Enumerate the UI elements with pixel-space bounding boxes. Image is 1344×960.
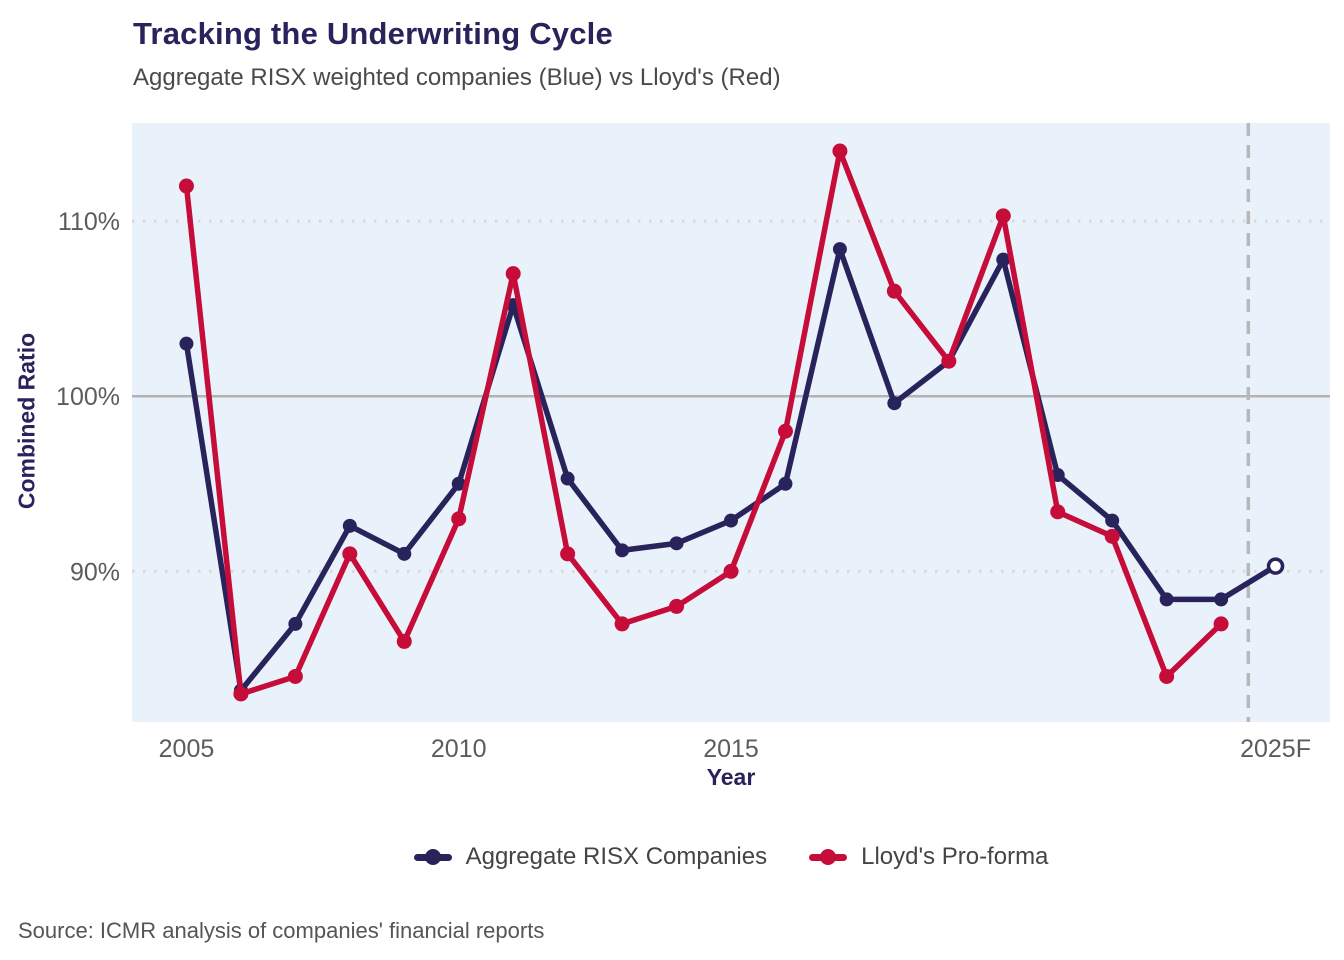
- chart-title: Tracking the Underwriting Cycle: [133, 16, 613, 51]
- data-point-risx: [832, 242, 847, 257]
- data-point-risx: [996, 252, 1011, 267]
- data-point-lloyds: [995, 208, 1011, 224]
- data-point-lloyds: [669, 598, 685, 614]
- legend-label-risx: Aggregate RISX Companies: [465, 843, 768, 870]
- data-point-lloyds: [1159, 668, 1175, 684]
- data-point-lloyds: [233, 686, 249, 702]
- data-point-lloyds: [941, 353, 957, 369]
- legend-item-risx[interactable]: Aggregate RISX Companies: [413, 843, 768, 871]
- data-point-risx: [451, 476, 466, 491]
- data-point-lloyds: [342, 546, 358, 562]
- x-tick-label: 2015: [703, 735, 759, 763]
- data-point-risx: [1105, 513, 1120, 528]
- x-tick-label: 2025F: [1240, 735, 1311, 763]
- data-point-lloyds: [777, 423, 793, 439]
- y-tick-label: 90%: [70, 558, 120, 586]
- source-note: Source: ICMR analysis of companies' fina…: [18, 918, 545, 943]
- data-point-risx: [724, 513, 738, 528]
- data-point-risx: [560, 471, 575, 486]
- lloyds-series-marker-icon: [809, 853, 848, 861]
- data-point-lloyds: [1104, 528, 1120, 544]
- x-axis-title: Year: [706, 764, 756, 790]
- forecast-data-point-open: [1266, 557, 1285, 575]
- data-point-lloyds: [396, 633, 412, 649]
- legend-label-lloyds: Lloyd's Pro-forma: [861, 843, 1049, 870]
- data-point-risx: [778, 476, 793, 491]
- data-point-risx: [669, 536, 684, 551]
- y-tick-label: 110%: [58, 208, 120, 236]
- data-point-lloyds: [178, 178, 194, 194]
- data-point-lloyds: [723, 563, 739, 579]
- data-point-risx: [1214, 592, 1229, 607]
- data-point-lloyds: [1213, 616, 1229, 632]
- data-point-risx: [887, 396, 902, 411]
- x-tick-label: 2010: [431, 735, 487, 763]
- series-line-lloyds: [183, 148, 1224, 697]
- data-point-lloyds: [832, 143, 848, 159]
- data-point-lloyds: [886, 283, 902, 299]
- legend-item-lloyds[interactable]: Lloyd's Pro-forma: [809, 843, 1048, 871]
- legend: Aggregate RISX Companies Lloyd's Pro-for…: [132, 843, 1330, 871]
- data-point-lloyds: [1050, 504, 1066, 520]
- data-point-risx: [342, 518, 357, 533]
- data-point-risx: [397, 546, 412, 561]
- data-point-lloyds: [451, 511, 467, 527]
- data-point-lloyds: [560, 546, 576, 562]
- y-tick-label: 100%: [56, 383, 120, 411]
- data-point-lloyds: [287, 668, 303, 684]
- data-point-risx: [615, 543, 630, 558]
- plot-area: [132, 123, 1330, 722]
- risx-series-marker-icon: [413, 853, 452, 861]
- chart-subtitle: Aggregate RISX weighted companies (Blue)…: [133, 64, 781, 91]
- data-point-risx: [1159, 592, 1174, 607]
- y-axis-title: Combined Ratio: [13, 332, 40, 510]
- underwriting-cycle-chart: 110% 100% 90% 2005 2010 2015 2025F: [56, 123, 1330, 763]
- data-point-lloyds: [614, 616, 630, 632]
- x-tick-label: 2005: [159, 735, 215, 763]
- data-point-risx: [179, 336, 194, 351]
- data-point-lloyds: [505, 266, 521, 282]
- data-point-risx: [288, 616, 303, 631]
